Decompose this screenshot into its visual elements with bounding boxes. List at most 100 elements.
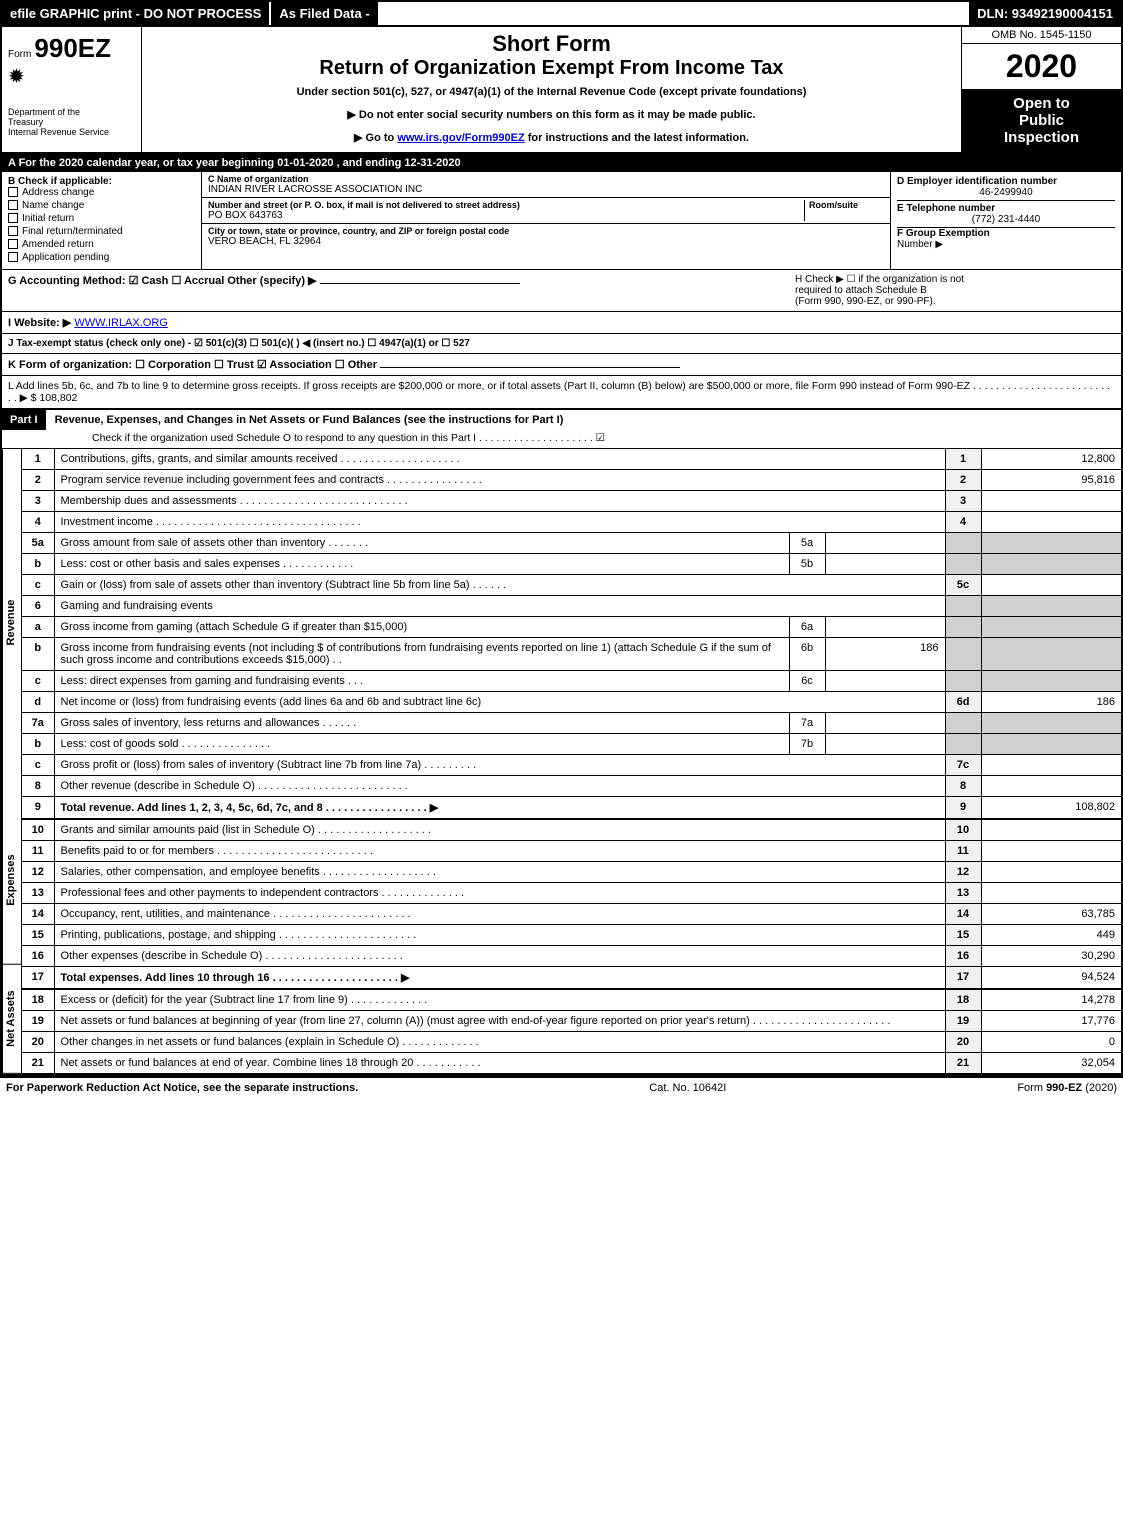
form-id-box: Form 990EZ ✹ Department of the Treasury …	[2, 27, 142, 152]
chk-amended-return[interactable]: Amended return	[8, 239, 195, 250]
room-label: Room/suite	[809, 200, 884, 210]
row-g-h: G Accounting Method: ☑ Cash ☐ Accrual Ot…	[2, 270, 1121, 312]
return-title: Return of Organization Exempt From Incom…	[150, 57, 953, 80]
h-line1: H Check ▶ ☐ if the organization is not	[795, 274, 1115, 285]
dept-line2: Treasury	[8, 117, 135, 127]
tax-year: 2020	[962, 44, 1121, 89]
expenses-label: Expenses	[2, 796, 21, 965]
open-line2: Public	[966, 112, 1117, 129]
row-k-form-org: K Form of organization: ☐ Corporation ☐ …	[2, 354, 1121, 376]
row-i-website: I Website: ▶ WWW.IRLAX.ORG	[2, 312, 1121, 334]
org-name-label: C Name of organization	[208, 174, 884, 184]
line-3: 3Membership dues and assessments . . . .…	[22, 491, 1121, 512]
city-label: City or town, state or province, country…	[208, 226, 884, 236]
h-line3: (Form 990, 990-EZ, or 990-PF).	[795, 296, 1115, 307]
line-11: 11Benefits paid to or for members . . . …	[22, 841, 1121, 862]
topbar-left: efile GRAPHIC print - DO NOT PROCESS	[2, 2, 269, 25]
part-1-title: Revenue, Expenses, and Changes in Net As…	[49, 410, 570, 430]
form-header: Form 990EZ ✹ Department of the Treasury …	[2, 27, 1121, 154]
page-footer: For Paperwork Reduction Act Notice, see …	[0, 1076, 1123, 1098]
topbar-mid: As Filed Data -	[269, 2, 377, 25]
phone-box: E Telephone number (772) 231-4440	[897, 201, 1115, 228]
hint-goto: ▶ Go to www.irs.gov/Form990EZ for instru…	[150, 131, 953, 144]
part-1-body: Revenue Expenses Net Assets 1Contributio…	[2, 449, 1121, 1074]
line-14: 14Occupancy, rent, utilities, and mainte…	[22, 904, 1121, 925]
line-16: 16Other expenses (describe in Schedule O…	[22, 946, 1121, 967]
irs-link[interactable]: www.irs.gov/Form990EZ	[397, 132, 524, 144]
h-line2: required to attach Schedule B	[795, 285, 1115, 296]
line-9: 9Total revenue. Add lines 1, 2, 3, 4, 5c…	[22, 797, 1121, 820]
revenue-label: Revenue	[2, 449, 21, 796]
group-label: F Group Exemption	[897, 228, 1115, 239]
lines-table: 1Contributions, gifts, grants, and simil…	[22, 449, 1121, 1074]
accounting-method: G Accounting Method: ☑ Cash ☐ Accrual Ot…	[8, 274, 795, 307]
row-l-amount: 108,802	[39, 392, 77, 404]
org-name: INDIAN RIVER LACROSSE ASSOCIATION INC	[208, 184, 884, 195]
topbar-dln: DLN: 93492190004151	[969, 2, 1121, 25]
line-10: 10Grants and similar amounts paid (list …	[22, 819, 1121, 841]
line-6b: bGross income from fundraising events (n…	[22, 638, 1121, 671]
line-18: 18Excess or (deficit) for the year (Subt…	[22, 989, 1121, 1011]
hint-ssn: ▶ Do not enter social security numbers o…	[150, 108, 953, 121]
line-1: 1Contributions, gifts, grants, and simil…	[22, 449, 1121, 470]
website-link[interactable]: WWW.IRLAX.ORG	[74, 317, 168, 329]
chk-application-pending[interactable]: Application pending	[8, 252, 195, 263]
org-addr-box: Number and street (or P. O. box, if mail…	[202, 198, 890, 224]
topbar: efile GRAPHIC print - DO NOT PROCESS As …	[2, 2, 1121, 27]
irs-seal-icon: ✹	[8, 64, 135, 89]
footer-left: For Paperwork Reduction Act Notice, see …	[6, 1082, 358, 1094]
section-bcd: B Check if applicable: Address change Na…	[2, 172, 1121, 270]
line-7b: bLess: cost of goods sold . . . . . . . …	[22, 734, 1121, 755]
row-l-gross-receipts: L Add lines 5b, 6c, and 7b to line 9 to …	[2, 376, 1121, 410]
line-7c: cGross profit or (loss) from sales of in…	[22, 755, 1121, 776]
line-17: 17Total expenses. Add lines 10 through 1…	[22, 967, 1121, 990]
part-1-label: Part I	[2, 410, 46, 430]
dept-line1: Department of the	[8, 107, 135, 117]
line-6a: aGross income from gaming (attach Schedu…	[22, 617, 1121, 638]
section-def: D Employer identification number 46-2499…	[891, 172, 1121, 269]
org-address: PO BOX 643763	[208, 210, 804, 221]
section-c: C Name of organization INDIAN RIVER LACR…	[202, 172, 891, 269]
chk-final-return[interactable]: Final return/terminated	[8, 226, 195, 237]
chk-initial-return[interactable]: Initial return	[8, 213, 195, 224]
line-6d: dNet income or (loss) from fundraising e…	[22, 692, 1121, 713]
section-h: H Check ▶ ☐ if the organization is not r…	[795, 274, 1115, 307]
part-1-check-line: Check if the organization used Schedule …	[2, 430, 1121, 448]
line-6c: cLess: direct expenses from gaming and f…	[22, 671, 1121, 692]
line-12: 12Salaries, other compensation, and empl…	[22, 862, 1121, 883]
omb-number: OMB No. 1545-1150	[962, 27, 1121, 44]
topbar-blank	[378, 2, 969, 25]
phone-label: E Telephone number	[897, 203, 1115, 214]
ein-box: D Employer identification number 46-2499…	[897, 174, 1115, 201]
line-13: 13Professional fees and other payments t…	[22, 883, 1121, 904]
chk-address-change[interactable]: Address change	[8, 187, 195, 198]
addr-label: Number and street (or P. O. box, if mail…	[208, 200, 804, 210]
ein-value: 46-2499940	[897, 187, 1115, 198]
line-5b: bLess: cost or other basis and sales exp…	[22, 554, 1121, 575]
phone-value: (772) 231-4440	[897, 214, 1115, 225]
chk-name-change[interactable]: Name change	[8, 200, 195, 211]
org-city-box: City or town, state or province, country…	[202, 224, 890, 249]
group-exemption-box: F Group Exemption Number ▶	[897, 228, 1115, 250]
footer-mid: Cat. No. 10642I	[649, 1082, 726, 1094]
row-j-tax-status: J Tax-exempt status (check only one) - ☑…	[2, 334, 1121, 354]
form-prefix: Form	[8, 49, 31, 60]
line-21: 21Net assets or fund balances at end of …	[22, 1053, 1121, 1074]
hint-goto-suffix: for instructions and the latest informat…	[525, 132, 749, 144]
open-line3: Inspection	[966, 129, 1117, 146]
line-15: 15Printing, publications, postage, and s…	[22, 925, 1121, 946]
ein-label: D Employer identification number	[897, 176, 1115, 187]
line-6: 6Gaming and fundraising events	[22, 596, 1121, 617]
vertical-labels: Revenue Expenses Net Assets	[2, 449, 22, 1074]
line-5a: 5aGross amount from sale of assets other…	[22, 533, 1121, 554]
line-2: 2Program service revenue including gover…	[22, 470, 1121, 491]
header-center: Short Form Return of Organization Exempt…	[142, 27, 961, 152]
footer-right: Form 990-EZ (2020)	[1017, 1082, 1117, 1094]
website-label: I Website: ▶	[8, 317, 71, 329]
row-a-tax-year: A For the 2020 calendar year, or tax yea…	[2, 154, 1121, 172]
short-form-label: Short Form	[150, 31, 953, 57]
header-right: OMB No. 1545-1150 2020 Open to Public In…	[961, 27, 1121, 152]
subtitle: Under section 501(c), 527, or 4947(a)(1)…	[150, 86, 953, 98]
line-4: 4Investment income . . . . . . . . . . .…	[22, 512, 1121, 533]
line-20: 20Other changes in net assets or fund ba…	[22, 1032, 1121, 1053]
